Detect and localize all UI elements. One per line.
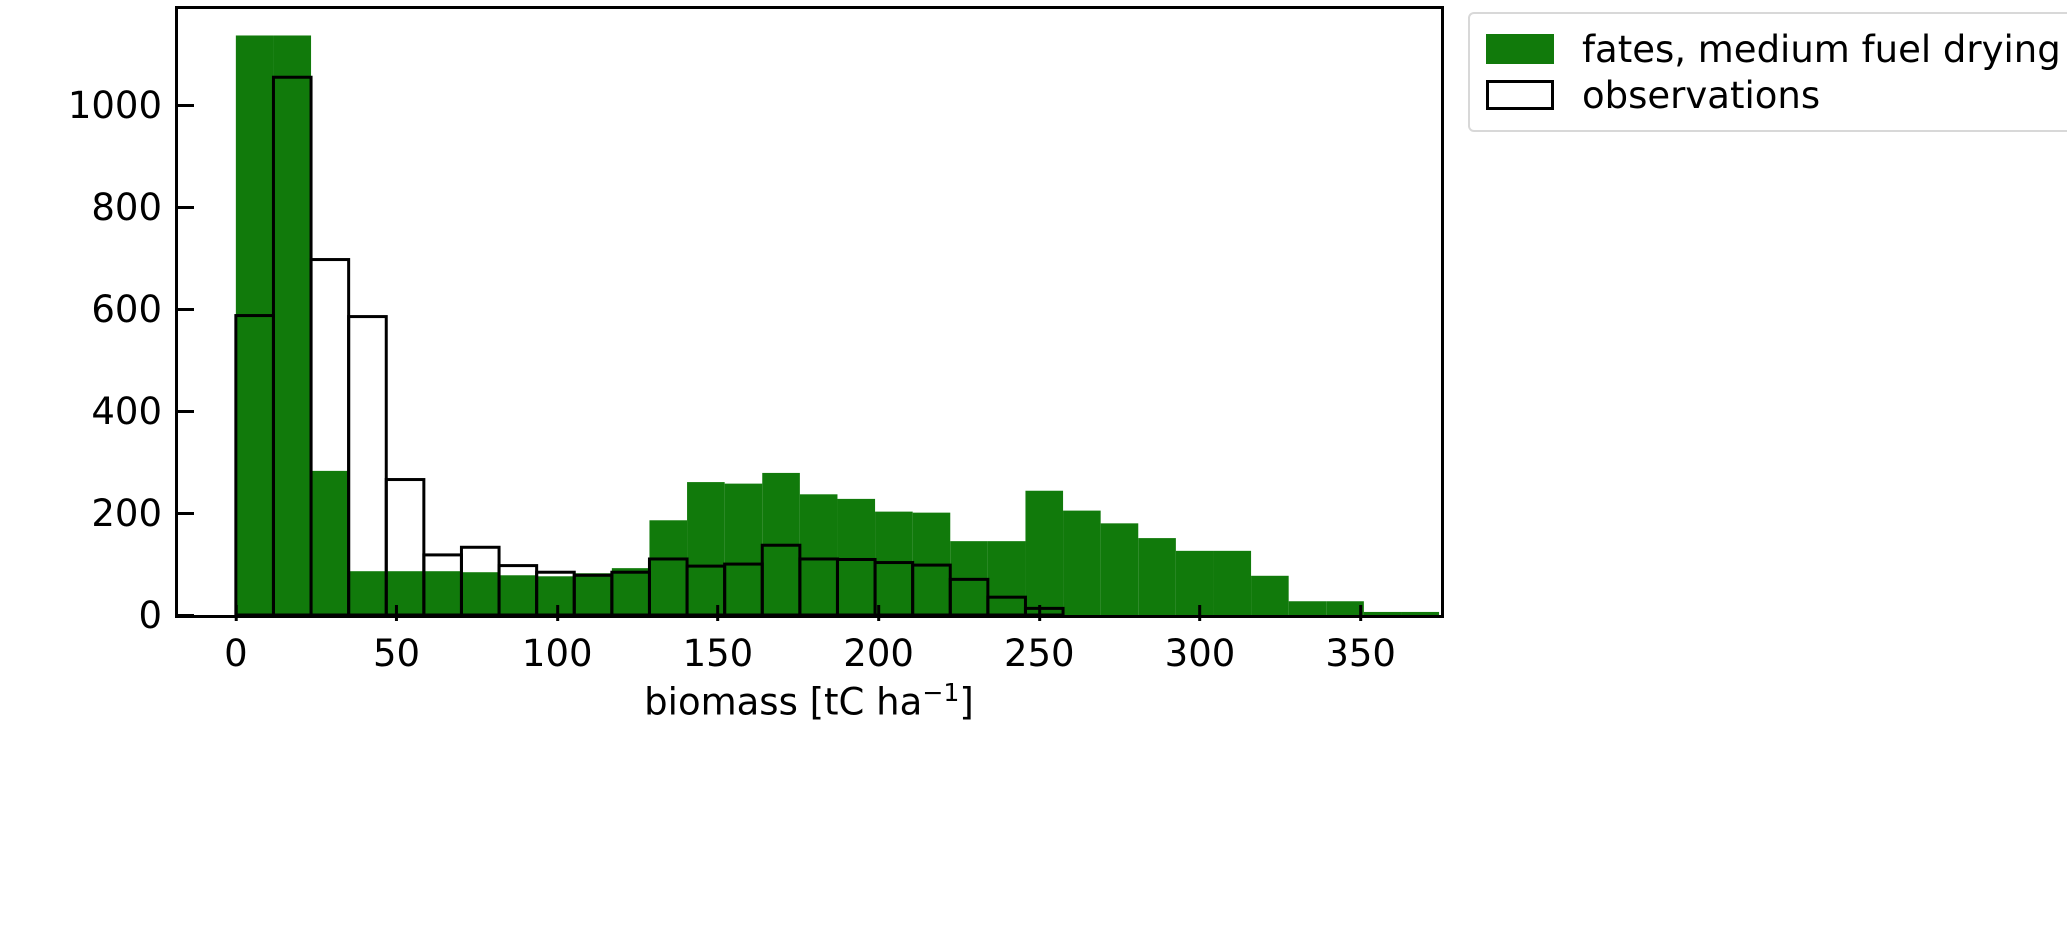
x-tick: 150: [682, 605, 754, 675]
bar-fates: [536, 576, 575, 615]
bar-fates: [1326, 601, 1364, 615]
x-tick-label: 0: [224, 632, 248, 675]
bar-fates: [423, 571, 462, 615]
x-tick: 200: [843, 605, 914, 675]
bar-fates: [1175, 550, 1214, 615]
legend-label: observations: [1582, 73, 1821, 117]
bar-fates: [1025, 490, 1064, 615]
x-tick-mark: [555, 605, 559, 621]
histogram-bars: [234, 35, 1440, 615]
legend-label: fates, medium fuel drying: [1582, 27, 2061, 71]
x-axis-label: biomass [tC ha−1]: [644, 678, 974, 723]
x-tick-label: 150: [682, 632, 754, 675]
x-axis-label-close: ]: [959, 680, 974, 724]
x-tick-label: 100: [521, 632, 593, 675]
bar-fates: [1063, 510, 1101, 615]
x-tick: 250: [1003, 605, 1075, 675]
bar-observations: [347, 315, 388, 615]
bar-fates: [1401, 611, 1440, 615]
bar-fates: [687, 482, 725, 615]
bar-fates: [235, 35, 274, 615]
x-tick: 0: [224, 605, 248, 675]
bar-observations: [1023, 606, 1065, 615]
y-tick-label: 400: [91, 389, 162, 433]
y-tick-mark: [178, 511, 194, 515]
x-tick-mark: [877, 605, 881, 621]
bar-observations: [384, 478, 426, 615]
bar-fates: [1288, 601, 1327, 615]
bar-fates: [1213, 550, 1252, 615]
x-tick-label: 50: [372, 632, 421, 675]
bar-fates: [724, 483, 763, 615]
x-tick: 50: [372, 605, 421, 675]
y-tick-mark: [178, 104, 194, 108]
bar-fates: [1363, 611, 1402, 615]
legend-item-observations[interactable]: observations: [1486, 72, 2061, 118]
plot-area: [178, 9, 1441, 615]
bar-fates: [987, 541, 1026, 615]
bar-fates: [799, 494, 838, 615]
x-tick-mark: [234, 605, 238, 621]
y-tick-label: 800: [91, 186, 162, 230]
x-tick-label: 300: [1164, 632, 1236, 675]
bar-fates: [311, 470, 349, 615]
x-tick: 300: [1164, 605, 1236, 675]
x-tick-mark: [716, 605, 720, 621]
x-tick: 100: [521, 605, 593, 675]
x-tick-mark: [1198, 605, 1202, 621]
x-tick-mark: [1037, 605, 1041, 621]
x-tick: 350: [1325, 605, 1396, 675]
y-tick-label: 0: [138, 593, 162, 637]
x-tick-mark: [395, 605, 399, 621]
x-tick-label: 250: [1003, 632, 1075, 675]
bar-fates: [461, 572, 500, 615]
bar-fates: [273, 35, 312, 615]
x-tick-mark: [1359, 605, 1363, 621]
bar-fates: [574, 573, 612, 615]
x-axis-label-main: biomass [tC ha: [644, 680, 923, 724]
y-tick-mark: [178, 206, 194, 210]
x-axis-label-exponent: −1: [922, 678, 960, 707]
legend-box[interactable]: fates, medium fuel drying observations: [1468, 12, 2067, 132]
y-tick-label: 600: [91, 287, 162, 331]
bar-fates: [386, 571, 424, 615]
plot-axes: 0 200 400 600 800 1000 0 50 100 150 200 250 300 350: [68, 6, 1444, 672]
legend-swatch-filled: [1486, 34, 1554, 64]
bar-fates: [348, 571, 387, 615]
x-tick-label: 200: [843, 632, 914, 675]
legend-item-fates[interactable]: fates, medium fuel drying: [1486, 26, 2061, 72]
legend-swatch-outline: [1486, 80, 1554, 110]
y-tick-mark: [178, 307, 194, 311]
bar-fates: [1100, 523, 1139, 615]
bar-fates: [1251, 575, 1289, 615]
y-tick-label: 200: [91, 491, 162, 535]
y-tick-mark: [178, 613, 194, 617]
x-tick-label: 350: [1325, 632, 1396, 675]
bar-fates: [499, 575, 537, 615]
bar-fates: [837, 498, 876, 615]
bar-fates: [611, 568, 650, 615]
y-tick-mark: [178, 409, 194, 413]
bar-fates: [1138, 538, 1176, 615]
y-tick-label: 1000: [67, 84, 162, 128]
bar-fates: [649, 520, 688, 615]
series-fates-bars: [235, 35, 1440, 615]
